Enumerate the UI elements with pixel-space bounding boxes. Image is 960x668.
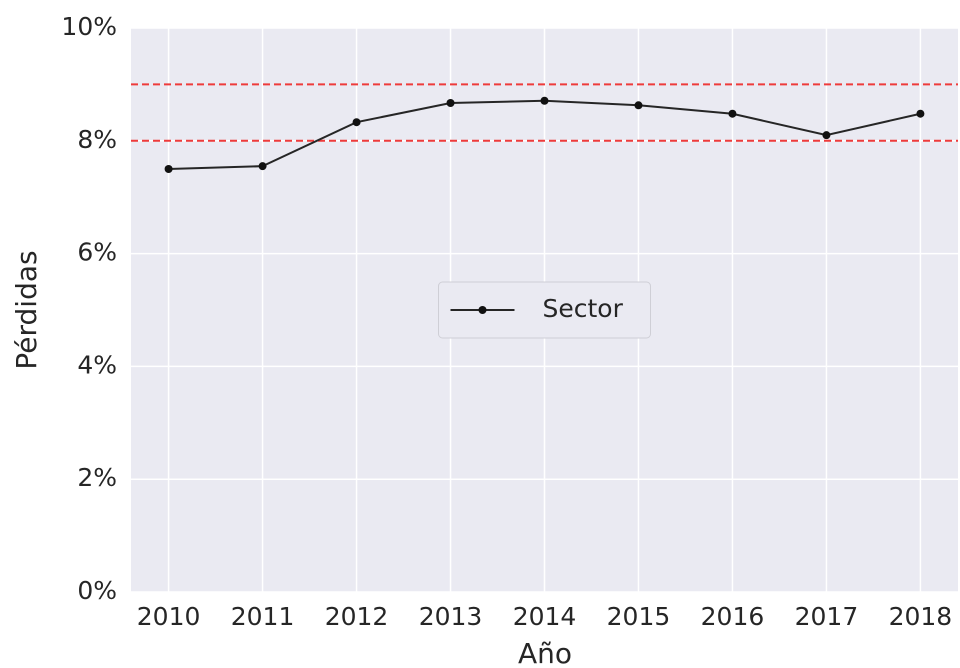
y-tick-label: 8% — [77, 125, 117, 154]
x-tick-label: 2016 — [701, 602, 765, 631]
legend-box — [438, 281, 651, 339]
legend-marker — [478, 306, 487, 314]
x-tick-label: 2014 — [513, 602, 577, 631]
x-tick-label: 2010 — [137, 602, 201, 631]
point — [540, 96, 549, 105]
point — [634, 101, 643, 110]
point — [352, 118, 361, 127]
legend-label: Sector — [543, 294, 624, 323]
x-tick-label: 2015 — [607, 602, 671, 631]
y-tick-label: 2% — [77, 463, 117, 492]
point — [446, 99, 455, 108]
y-tick-label: 10% — [61, 12, 117, 41]
y-axis-label: Pérdidas — [10, 250, 43, 369]
y-tick-label: 4% — [77, 350, 117, 379]
point — [916, 109, 925, 118]
x-tick-label: 2011 — [231, 602, 295, 631]
legend: Sector — [438, 281, 651, 339]
y-tick-label: 6% — [77, 238, 117, 267]
point — [728, 109, 737, 118]
point — [258, 162, 267, 171]
point — [164, 165, 173, 173]
y-tick-label: 0% — [77, 576, 117, 605]
x-tick-label: 2017 — [795, 602, 859, 631]
point — [822, 131, 831, 140]
x-axis-label: Año — [518, 637, 572, 668]
x-tick-label: 2012 — [325, 602, 389, 631]
x-tick-label: 2013 — [419, 602, 483, 631]
x-tick-label: 2018 — [889, 602, 953, 631]
